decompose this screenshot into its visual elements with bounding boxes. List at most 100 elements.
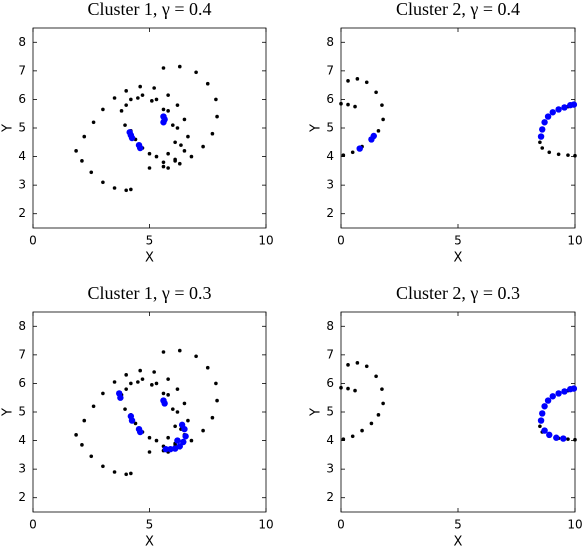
- y-tick-label: 8: [326, 319, 334, 333]
- point: [133, 421, 138, 426]
- point: [205, 81, 210, 86]
- point: [570, 101, 578, 108]
- y-tick-label: 7: [18, 347, 26, 361]
- point: [175, 126, 180, 130]
- point: [154, 154, 159, 159]
- point: [154, 381, 159, 386]
- point: [360, 428, 364, 433]
- point: [82, 418, 87, 423]
- point: [152, 86, 156, 90]
- point: [173, 140, 177, 145]
- point: [91, 404, 96, 409]
- point: [171, 407, 175, 411]
- point: [173, 157, 177, 162]
- x-tick-label: 0: [337, 518, 345, 532]
- plot-area: [32, 311, 267, 513]
- point: [539, 126, 546, 133]
- point: [101, 391, 105, 396]
- point: [186, 418, 190, 423]
- x-tick-label: 10: [258, 234, 273, 248]
- point: [541, 427, 548, 434]
- point: [161, 350, 166, 354]
- y-tick-label: 8: [18, 319, 26, 333]
- point: [179, 143, 183, 147]
- point: [124, 89, 128, 93]
- y-tick-label: 8: [18, 35, 26, 49]
- point: [566, 437, 570, 441]
- point: [161, 164, 166, 169]
- plot-area: [340, 311, 576, 513]
- point: [381, 401, 385, 406]
- x-tick-label: 0: [337, 234, 345, 248]
- point: [214, 381, 218, 386]
- point: [346, 79, 350, 83]
- point: [138, 368, 142, 373]
- point: [353, 104, 357, 109]
- point: [339, 101, 343, 106]
- point: [537, 417, 545, 424]
- point: [540, 146, 545, 150]
- point: [89, 454, 94, 459]
- point: [161, 160, 166, 165]
- point: [370, 132, 377, 140]
- point: [147, 166, 152, 170]
- point: [147, 450, 152, 454]
- x-tick-label: 5: [454, 234, 462, 248]
- point: [346, 386, 350, 391]
- point: [570, 385, 578, 392]
- point: [573, 153, 577, 158]
- point: [364, 364, 369, 369]
- point: [129, 381, 133, 386]
- point: [573, 437, 577, 442]
- point: [364, 80, 369, 85]
- x-tick-label: 0: [29, 234, 37, 248]
- point: [538, 424, 542, 429]
- point: [350, 150, 355, 155]
- y-tick-label: 3: [18, 462, 26, 476]
- y-tick-label: 4: [18, 149, 26, 163]
- point: [140, 377, 145, 381]
- point: [129, 471, 133, 476]
- point: [210, 415, 215, 420]
- x-axis-label: X: [454, 251, 463, 266]
- point: [129, 97, 133, 102]
- point: [128, 417, 136, 424]
- point: [215, 114, 219, 119]
- point: [117, 394, 124, 401]
- point: [171, 123, 175, 127]
- y-tick-label: 6: [18, 92, 26, 106]
- point: [112, 96, 117, 100]
- point: [152, 370, 156, 374]
- point: [74, 149, 78, 153]
- point: [124, 373, 128, 377]
- point: [346, 102, 350, 107]
- y-tick-label: 3: [326, 178, 334, 192]
- x-tick-label: 10: [258, 518, 273, 532]
- point: [124, 472, 128, 477]
- point: [173, 424, 177, 429]
- point: [376, 129, 381, 133]
- point: [175, 410, 180, 414]
- y-tick-label: 6: [326, 92, 334, 106]
- point: [374, 90, 378, 95]
- point: [547, 150, 552, 155]
- point: [539, 410, 546, 417]
- x-tick-label: 10: [567, 518, 582, 532]
- y-tick-label: 6: [326, 376, 334, 390]
- point: [210, 131, 215, 136]
- x-tick-label: 10: [567, 234, 582, 248]
- point: [556, 152, 561, 157]
- x-tick-label: 5: [146, 234, 154, 248]
- point: [566, 153, 570, 157]
- point: [161, 400, 168, 407]
- point: [154, 438, 159, 443]
- x-axis-label: X: [145, 535, 154, 550]
- point: [161, 66, 166, 70]
- point: [147, 151, 152, 156]
- x-axis-label: X: [454, 535, 463, 550]
- point: [166, 377, 170, 381]
- y-tick-label: 5: [326, 405, 334, 419]
- point: [182, 117, 187, 122]
